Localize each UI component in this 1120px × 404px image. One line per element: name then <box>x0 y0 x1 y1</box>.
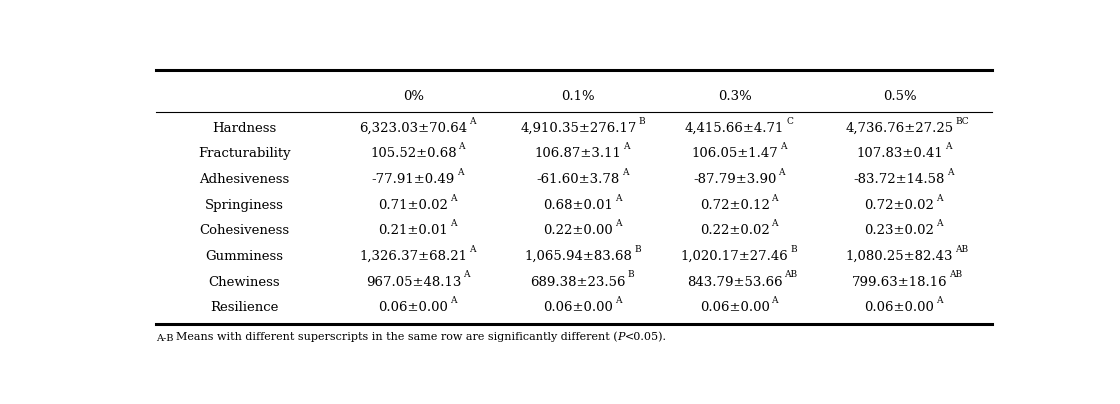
Text: 0.06±0.00: 0.06±0.00 <box>865 301 934 314</box>
Text: 0.06±0.00: 0.06±0.00 <box>700 301 769 314</box>
Text: 6,323.03±70.64: 6,323.03±70.64 <box>360 122 467 135</box>
Text: Means with different superscripts in the same row are significantly different (: Means with different superscripts in the… <box>176 332 617 343</box>
Text: 107.83±0.41: 107.83±0.41 <box>856 147 943 160</box>
Text: A: A <box>463 271 469 280</box>
Text: A: A <box>946 168 953 177</box>
Text: -87.79±3.90: -87.79±3.90 <box>693 173 776 186</box>
Text: A: A <box>778 168 784 177</box>
Text: Gumminess: Gumminess <box>205 250 283 263</box>
Text: 105.52±0.68: 105.52±0.68 <box>370 147 457 160</box>
Text: Cohesiveness: Cohesiveness <box>199 224 289 238</box>
Text: AB: AB <box>955 245 968 254</box>
Text: Hardness: Hardness <box>212 122 277 135</box>
Text: 0.06±0.00: 0.06±0.00 <box>543 301 614 314</box>
Text: A: A <box>457 168 464 177</box>
Text: 0.21±0.01: 0.21±0.01 <box>379 224 448 238</box>
Text: 0.72±0.12: 0.72±0.12 <box>700 199 769 212</box>
Text: Springiness: Springiness <box>205 199 283 212</box>
Text: Chewiness: Chewiness <box>208 276 280 289</box>
Text: 843.79±53.66: 843.79±53.66 <box>687 276 783 289</box>
Text: 4,415.66±4.71: 4,415.66±4.71 <box>685 122 784 135</box>
Text: B: B <box>791 245 796 254</box>
Text: A: A <box>624 142 631 151</box>
Text: 0.72±0.02: 0.72±0.02 <box>865 199 934 212</box>
Text: B: B <box>634 245 641 254</box>
Text: A: A <box>780 142 786 151</box>
Text: 4,736.76±27.25: 4,736.76±27.25 <box>846 122 953 135</box>
Text: 0.23±0.02: 0.23±0.02 <box>865 224 934 238</box>
Text: 0.06±0.00: 0.06±0.00 <box>379 301 448 314</box>
Text: 967.05±48.13: 967.05±48.13 <box>366 276 461 289</box>
Text: Adhesiveness: Adhesiveness <box>199 173 289 186</box>
Text: 106.05±1.47: 106.05±1.47 <box>691 147 778 160</box>
Text: P: P <box>617 332 625 343</box>
Text: A: A <box>469 245 476 254</box>
Text: A: A <box>615 219 622 228</box>
Text: AB: AB <box>949 271 962 280</box>
Text: -83.72±14.58: -83.72±14.58 <box>853 173 945 186</box>
Text: 689.38±23.56: 689.38±23.56 <box>531 276 626 289</box>
Text: A: A <box>772 194 777 202</box>
Text: 106.87±3.11: 106.87±3.11 <box>535 147 622 160</box>
Text: 0.22±0.00: 0.22±0.00 <box>543 224 614 238</box>
Text: Resilience: Resilience <box>209 301 279 314</box>
Text: B: B <box>628 271 634 280</box>
Text: A: A <box>936 219 943 228</box>
Text: A: A <box>944 142 951 151</box>
Text: AB: AB <box>784 271 797 280</box>
Text: 0.5%: 0.5% <box>883 90 916 103</box>
Text: 799.63±18.16: 799.63±18.16 <box>851 276 948 289</box>
Text: -61.60±3.78: -61.60±3.78 <box>536 173 620 186</box>
Text: C: C <box>786 116 793 126</box>
Text: A: A <box>936 194 943 202</box>
Text: A: A <box>772 219 777 228</box>
Text: B: B <box>638 116 645 126</box>
Text: A: A <box>622 168 628 177</box>
Text: 0%: 0% <box>403 90 423 103</box>
Text: 1,020.17±27.46: 1,020.17±27.46 <box>681 250 788 263</box>
Text: 1,080.25±82.43: 1,080.25±82.43 <box>846 250 953 263</box>
Text: A: A <box>450 219 457 228</box>
Text: A: A <box>450 194 457 202</box>
Text: -77.91±0.49: -77.91±0.49 <box>372 173 455 186</box>
Text: 4,910.35±276.17: 4,910.35±276.17 <box>520 122 636 135</box>
Text: A: A <box>450 296 457 305</box>
Text: 0.71±0.02: 0.71±0.02 <box>379 199 448 212</box>
Text: 0.3%: 0.3% <box>718 90 752 103</box>
Text: A: A <box>458 142 465 151</box>
Text: A: A <box>469 116 476 126</box>
Text: 1,065.94±83.68: 1,065.94±83.68 <box>524 250 633 263</box>
Text: A-B: A-B <box>156 334 174 343</box>
Text: 0.68±0.01: 0.68±0.01 <box>543 199 614 212</box>
Text: 0.22±0.02: 0.22±0.02 <box>700 224 769 238</box>
Text: Fracturability: Fracturability <box>198 147 290 160</box>
Text: <0.05).: <0.05). <box>625 332 666 343</box>
Text: A: A <box>615 194 622 202</box>
Text: 0.1%: 0.1% <box>561 90 595 103</box>
Text: A: A <box>936 296 943 305</box>
Text: 1,326.37±68.21: 1,326.37±68.21 <box>360 250 467 263</box>
Text: A: A <box>772 296 777 305</box>
Text: A: A <box>615 296 622 305</box>
Text: BC: BC <box>955 116 969 126</box>
